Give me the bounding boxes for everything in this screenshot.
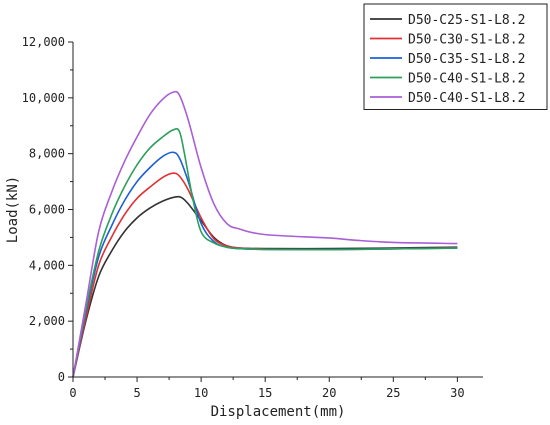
- x-axis-title: Displacement(mm): [211, 404, 346, 420]
- legend-label: D50-C35-S1-L8.2: [408, 52, 525, 67]
- x-tick-label: 10: [194, 386, 208, 400]
- ticks: 0 5 10 15 20 25 30 0 2,000 4,000 6,000 8,000 10,000 1…: [22, 35, 465, 400]
- series-line-4: [72, 128, 458, 378]
- legend-label: D50-C30-S1-L8.2: [408, 33, 525, 48]
- y-tick-label: 12,000: [22, 35, 65, 49]
- y-tick-label: 6,000: [29, 203, 65, 217]
- series-lines: [72, 90, 458, 378]
- series-line-1: [72, 195, 458, 378]
- y-tick-label: 10,000: [22, 91, 65, 105]
- x-tick-label: 0: [69, 386, 76, 400]
- x-tick-label: 30: [450, 386, 464, 400]
- legend-label: D50-C40-S1-L8.2: [408, 72, 525, 87]
- legend-label: D50-C40-S1-L8.2: [408, 91, 525, 106]
- y-tick-label: 8,000: [29, 147, 65, 161]
- series-line-3: [72, 151, 458, 378]
- series-line-5: [72, 90, 458, 378]
- y-axis-title: Load(kN): [5, 176, 21, 243]
- x-tick-label: 15: [258, 386, 272, 400]
- y-tick-label: 2,000: [29, 314, 65, 328]
- y-tick-label: 0: [58, 370, 65, 384]
- y-tick-label: 4,000: [29, 258, 65, 272]
- legend-box: [363, 3, 548, 110]
- x-tick-label: 25: [386, 386, 400, 400]
- legend-label: D50-C25-S1-L8.2: [408, 13, 525, 28]
- x-tick-label: 5: [133, 386, 140, 400]
- legend: D50-C25-S1-L8.2 D50-C30-S1-L8.2 D50-C35-S1…: [363, 3, 548, 110]
- series-line-2: [72, 172, 458, 378]
- x-tick-label: 20: [322, 386, 336, 400]
